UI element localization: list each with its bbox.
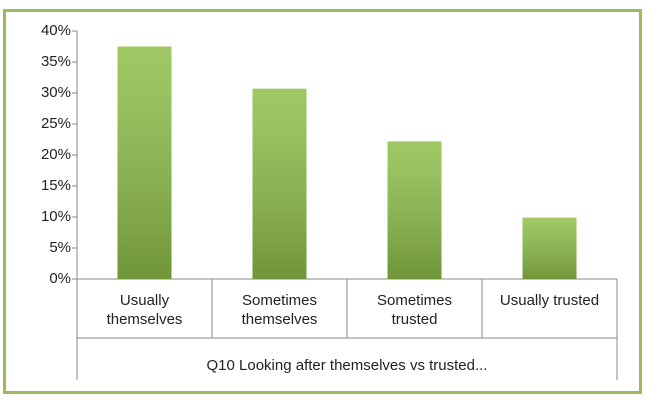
y-tick-label: 30%: [41, 84, 71, 101]
y-tick-label: 15%: [41, 177, 71, 194]
y-tick-label: 40%: [41, 22, 71, 39]
y-tick-label: 25%: [41, 115, 71, 132]
x-tick-label: Usually themselves: [106, 292, 183, 328]
bar-shade: [387, 141, 442, 279]
y-tick-label: 0%: [49, 270, 71, 287]
y-tick-label: 10%: [41, 208, 71, 225]
x-tick-label: Usually trusted: [499, 292, 600, 309]
bar-shade: [252, 88, 307, 279]
y-tick-label: 20%: [41, 146, 71, 163]
x-tick-label: Sometimes trusted: [376, 292, 453, 328]
y-tick-label: 5%: [49, 239, 71, 256]
x-tick-label: Sometimes themselves: [241, 292, 318, 328]
chart-border: [3, 9, 642, 394]
x-axis-title: Q10 Looking after themselves vs trusted.…: [206, 357, 488, 374]
bar-shade: [117, 46, 172, 279]
y-tick-label: 35%: [41, 53, 71, 70]
bar-shade: [522, 217, 577, 279]
